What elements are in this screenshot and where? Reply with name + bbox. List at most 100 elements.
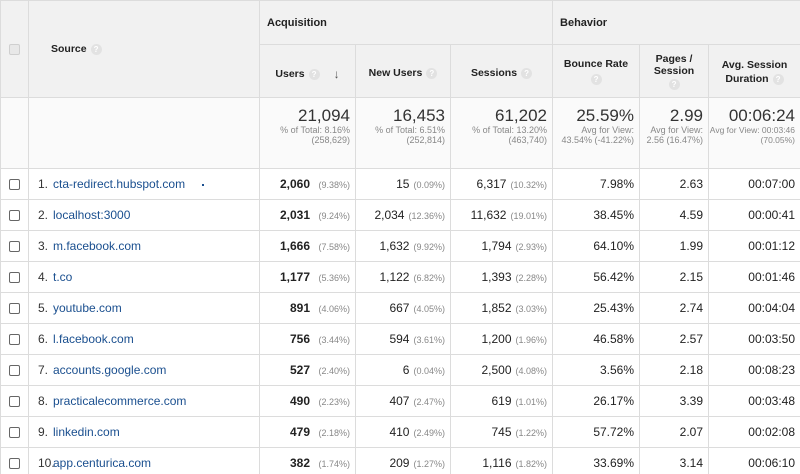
table-row: 1. cta-redirect.hubspot.com 2,060 (9.38%) … <box>0 168 800 200</box>
bounce-rate-cell: 26.17% <box>552 385 641 417</box>
sort-descending-icon[interactable]: ↓ <box>333 67 340 81</box>
source-link[interactable]: app.centurica.com <box>53 456 152 470</box>
avg-duration-cell: 00:04:04 <box>708 292 800 324</box>
acquisition-group-header: Acquisition <box>258 0 554 45</box>
pages-session-column-header[interactable]: Pages / Session? <box>639 44 710 98</box>
users-cell: 479 (2.18%) <box>259 416 356 448</box>
source-cell: 1. cta-redirect.hubspot.com <box>28 168 260 200</box>
source-link[interactable]: m.facebook.com <box>53 239 142 253</box>
source-link[interactable]: t.co <box>53 270 73 284</box>
row-checkbox[interactable] <box>9 334 20 346</box>
bounce-rate-cell: 25.43% <box>552 292 641 324</box>
new-users-cell: 1,122 (6.82%) <box>355 261 451 293</box>
help-icon[interactable]: ? <box>772 73 784 85</box>
source-link[interactable]: cta-redirect.hubspot.com <box>53 177 186 191</box>
users-cell: 382 (1.74%) <box>259 447 356 474</box>
row-checkbox[interactable] <box>9 210 20 222</box>
bounce-rate-column-header[interactable]: Bounce Rate? <box>552 44 641 98</box>
row-rank: 2. <box>38 208 49 222</box>
pages-session-cell: 3.14 <box>639 447 710 474</box>
source-header[interactable]: Source? <box>28 0 260 98</box>
row-checkbox[interactable] <box>9 458 20 470</box>
table-row: 9. linkedin.com 479 (2.18%) 410 (2.49%) 745… <box>0 416 800 448</box>
avg-duration-cell: 00:07:00 <box>708 168 800 200</box>
source-cell: 10.app.centurica.com <box>28 447 260 474</box>
bounce-rate-cell: 57.72% <box>552 416 641 448</box>
row-checkbox[interactable] <box>9 303 20 315</box>
row-checkbox[interactable] <box>9 241 20 253</box>
users-column-header[interactable]: Users? ↓ <box>259 44 356 98</box>
source-link[interactable]: localhost:3000 <box>53 208 131 222</box>
avg-duration-cell: 00:03:48 <box>708 385 800 417</box>
pages-session-cell: 2.63 <box>639 168 710 200</box>
help-icon[interactable]: ? <box>521 67 533 79</box>
source-cell: 2. localhost:3000 <box>28 199 260 231</box>
bounce-rate-cell: 7.98% <box>552 168 641 200</box>
sessions-cell: 1,852 (3.03%) <box>449 292 554 324</box>
new-users-cell: 410 (2.49%) <box>355 416 451 448</box>
sessions-cell: 1,200 (1.96%) <box>449 323 554 355</box>
select-all-cell[interactable] <box>0 0 29 98</box>
new-users-cell: 209 (1.27%) <box>355 447 451 474</box>
table-row: 2. localhost:3000 2,031 (9.24%) 2,034 (12.3… <box>0 199 800 231</box>
users-cell: 756 (3.44%) <box>259 323 356 355</box>
row-checkbox[interactable] <box>9 365 20 377</box>
users-cell: 527 (2.40%) <box>259 354 356 386</box>
users-cell: 2,031 (9.24%) <box>259 199 356 231</box>
source-link[interactable]: youtube.com <box>53 301 122 315</box>
help-icon[interactable]: ? <box>90 43 102 55</box>
users-cell: 1,666 (7.58%) <box>259 230 356 262</box>
source-link[interactable]: accounts.google.com <box>53 363 167 377</box>
users-cell: 891 (4.06%) <box>259 292 356 324</box>
new-users-column-header[interactable]: New Users? <box>355 44 451 98</box>
pages-session-cell: 4.59 <box>639 199 710 231</box>
sessions-cell: 1,794 (2.93%) <box>449 230 554 262</box>
avg-duration-cell: 00:01:12 <box>708 230 800 262</box>
table-row: 10.app.centurica.com 382 (1.74%) 209 (1.27… <box>0 447 800 474</box>
bounce-rate-cell: 38.45% <box>552 199 641 231</box>
avg-duration-cell: 00:06:10 <box>708 447 800 474</box>
row-checkbox[interactable] <box>9 427 20 439</box>
avg-duration-cell: 00:08:23 <box>708 354 800 386</box>
help-icon[interactable]: ? <box>668 79 680 90</box>
new-users-total: 16,453 % of Total: 6.51% (252,814) <box>355 97 451 169</box>
source-link[interactable]: practicalecommerce.com <box>53 394 187 408</box>
help-icon[interactable]: ? <box>308 68 320 80</box>
users-cell: 490 (2.23%) <box>259 385 356 417</box>
sessions-cell: 1,116 (1.82%) <box>449 447 554 474</box>
new-users-cell: 2,034 (12.36%) <box>355 199 451 231</box>
row-checkbox[interactable] <box>9 396 20 408</box>
row-checkbox[interactable] <box>9 179 20 191</box>
table-row: 8. practicalecommerce.com 490 (2.23%) 407(… <box>0 385 800 417</box>
row-rank: 4. <box>38 270 49 284</box>
sessions-cell: 11,632 (19.01%) <box>449 199 554 231</box>
source-cell: 8. practicalecommerce.com <box>28 385 260 417</box>
avg-session-duration-column-header[interactable]: Avg. Session Duration? <box>708 44 800 98</box>
sessions-column-header[interactable]: Sessions? <box>449 44 554 98</box>
row-rank: 7. <box>38 363 49 377</box>
table-row: 5. youtube.com 891 (4.06%) 667 (4.05%) 1,85… <box>0 292 800 324</box>
select-all-checkbox[interactable] <box>9 44 20 56</box>
pages-session-cell: 2.57 <box>639 323 710 355</box>
table-row: 3. m.facebook.com 1,666 (7.58%) 1,632 (9.92… <box>0 230 800 262</box>
table-row: 4. t.co 1,177 (5.36%) 1,122 (6.82%) 1,393 (2… <box>0 261 800 293</box>
sessions-cell: 619 (1.01%) <box>449 385 554 417</box>
sessions-cell: 1,393 (2.28%) <box>449 261 554 293</box>
new-users-cell: 6 (0.04%) <box>355 354 451 386</box>
pages-session-cell: 2.07 <box>639 416 710 448</box>
source-link[interactable]: linkedin.com <box>53 425 120 439</box>
source-cell: 9. linkedin.com <box>28 416 260 448</box>
pages-session-total: 2.99 Avg for View: 2.56 (16.47%) <box>639 97 710 169</box>
source-link[interactable]: l.facebook.com <box>53 332 134 346</box>
new-users-cell: 407 (2.47%) <box>355 385 451 417</box>
row-checkbox[interactable] <box>9 272 20 284</box>
help-icon[interactable]: ? <box>426 67 438 79</box>
new-users-cell: 1,632 (9.92%) <box>355 230 451 262</box>
bounce-rate-cell: 33.69% <box>552 447 641 474</box>
source-cell: 4. t.co <box>28 261 260 293</box>
pages-session-cell: 2.74 <box>639 292 710 324</box>
help-icon[interactable]: ? <box>590 74 602 85</box>
users-cell: 2,060 (9.38%) <box>259 168 356 200</box>
avg-duration-total: 00:06:24 Avg for View: 00:03:46 (70.05%) <box>708 97 800 169</box>
row-rank: 6. <box>38 332 49 346</box>
